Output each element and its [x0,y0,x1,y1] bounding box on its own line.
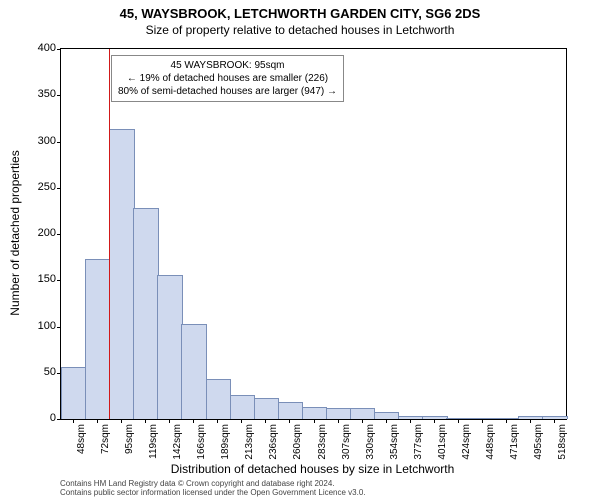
y-tick-mark [57,327,61,328]
y-axis-label: Number of detached properties [8,48,24,418]
x-tick-mark [121,419,122,423]
x-tick-label: 142sqm [172,424,183,460]
bar [350,408,376,419]
x-tick-label: 377sqm [413,424,424,460]
plot-area: 45 WAYSBROOK: 95sqm ← 19% of detached ho… [60,48,567,420]
bar [157,275,183,419]
x-tick-label: 330sqm [365,424,376,460]
x-tick-mark [314,419,315,423]
x-tick-mark [289,419,290,423]
bar [494,418,520,419]
bar [109,129,135,419]
x-tick-mark [193,419,194,423]
bar [326,408,352,419]
bar [278,402,304,419]
bar [422,416,448,419]
x-tick-label: 166sqm [196,424,207,460]
footer-attribution: Contains HM Land Registry data © Crown c… [60,479,565,498]
y-tick-mark [57,142,61,143]
x-axis-label: Distribution of detached houses by size … [60,462,565,476]
y-tick-label: 100 [38,320,56,332]
y-tick-label: 50 [44,366,56,378]
x-tick-label: 119sqm [148,424,159,459]
x-tick-label: 448sqm [485,424,496,460]
x-tick-mark [97,419,98,423]
bar [542,416,568,419]
y-tick-mark [57,49,61,50]
y-tick-label: 150 [38,273,56,285]
x-tick-mark [386,419,387,423]
x-tick-label: 189sqm [220,424,231,460]
y-tick-label: 200 [38,227,56,239]
bar [254,398,280,419]
x-tick-mark [145,419,146,423]
x-tick-label: 260sqm [292,424,303,460]
bar [302,407,328,419]
y-tick-mark [57,95,61,96]
x-tick-label: 518sqm [557,424,568,460]
x-tick-label: 424sqm [461,424,472,460]
x-tick-label: 48sqm [76,424,87,454]
bar [133,208,159,419]
x-tick-mark [530,419,531,423]
bar [61,367,87,419]
page-subtitle: Size of property relative to detached ho… [0,21,600,37]
marker-line [109,49,110,419]
x-tick-label: 401sqm [437,424,448,460]
x-tick-mark [169,419,170,423]
bar [181,324,207,419]
bar [446,418,472,419]
x-tick-label: 72sqm [100,424,111,454]
x-tick-label: 95sqm [124,424,135,454]
x-tick-mark [554,419,555,423]
x-tick-mark [217,419,218,423]
bar [374,412,400,419]
annotation-line1: 45 WAYSBROOK: 95sqm [118,59,337,72]
x-tick-mark [362,419,363,423]
x-tick-mark [265,419,266,423]
x-tick-mark [73,419,74,423]
footer-line1: Contains HM Land Registry data © Crown c… [60,479,565,489]
x-tick-mark [482,419,483,423]
bar [398,416,424,419]
bar [518,416,544,419]
annotation-line2: ← 19% of detached houses are smaller (22… [118,72,337,85]
y-tick-label: 300 [38,135,56,147]
annotation-line3: 80% of semi-detached houses are larger (… [118,85,337,98]
x-tick-label: 471sqm [509,424,520,460]
bar [85,259,111,419]
x-tick-mark [410,419,411,423]
y-tick-label: 250 [38,181,56,193]
x-tick-label: 236sqm [268,424,279,460]
y-tick-label: 350 [38,88,56,100]
x-tick-label: 495sqm [533,424,544,460]
bar [206,379,232,419]
bar [470,418,496,419]
y-tick-label: 0 [50,412,56,424]
x-tick-mark [506,419,507,423]
page-title: 45, WAYSBROOK, LETCHWORTH GARDEN CITY, S… [0,0,600,21]
x-tick-mark [241,419,242,423]
x-tick-label: 307sqm [341,424,352,460]
annotation-box: 45 WAYSBROOK: 95sqm ← 19% of detached ho… [111,55,344,102]
footer-line2: Contains public sector information licen… [60,488,565,498]
y-tick-mark [57,188,61,189]
x-tick-label: 213sqm [244,424,255,460]
x-tick-mark [338,419,339,423]
y-tick-label: 400 [38,42,56,54]
bar [230,395,256,419]
x-tick-mark [458,419,459,423]
chart-container: 45, WAYSBROOK, LETCHWORTH GARDEN CITY, S… [0,0,600,500]
x-tick-label: 283sqm [317,424,328,460]
y-tick-mark [57,419,61,420]
y-tick-mark [57,280,61,281]
x-tick-label: 354sqm [389,424,400,460]
y-tick-mark [57,234,61,235]
x-tick-mark [434,419,435,423]
